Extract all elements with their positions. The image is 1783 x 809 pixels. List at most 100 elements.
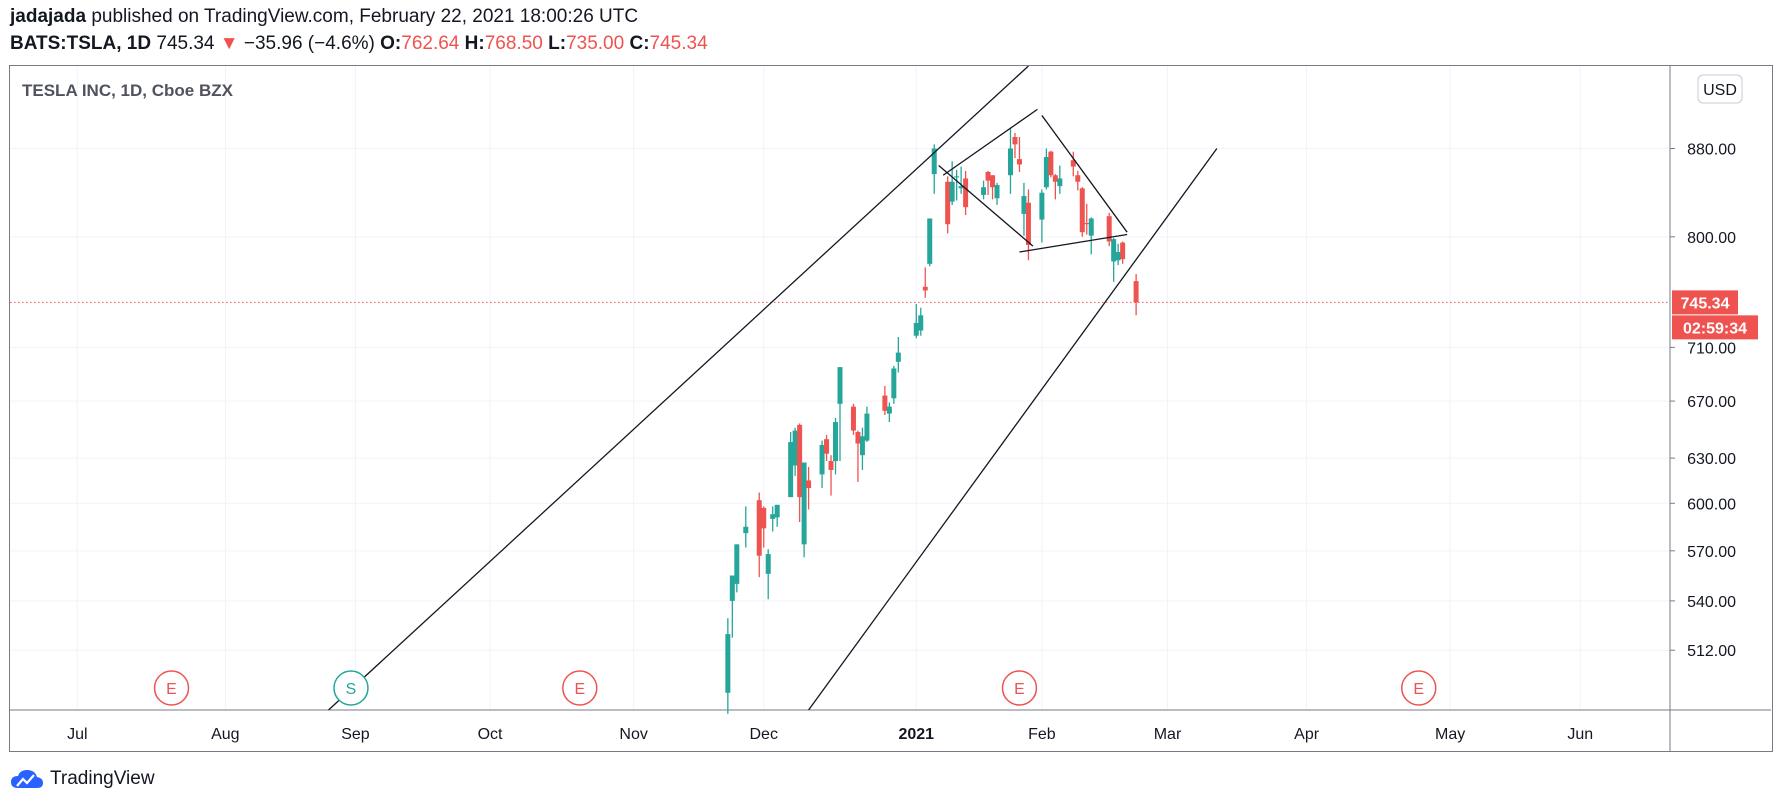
candle-body	[1075, 175, 1081, 182]
triangle-right-line[interactable]	[1041, 115, 1128, 233]
y-tick-label: 570.00	[1687, 544, 1736, 561]
candle-body	[859, 436, 865, 456]
grid	[10, 66, 1670, 710]
high-value: 768.50	[484, 33, 543, 54]
candle-body	[913, 322, 919, 336]
candle-body	[837, 367, 843, 404]
candle	[729, 575, 735, 638]
candle	[1084, 203, 1090, 235]
triangle-left-line[interactable]	[938, 165, 1034, 247]
earnings-event-marker[interactable]: E	[153, 670, 190, 706]
x-tick-label: Apr	[1294, 726, 1320, 743]
candle-body	[819, 444, 825, 475]
candle-body	[864, 413, 870, 441]
candle	[1048, 150, 1054, 178]
triangle-lower-line[interactable]	[1019, 233, 1128, 253]
candle-body	[734, 544, 740, 584]
symbol-label: BATS:TSLA, 1D	[10, 33, 152, 54]
candle-body	[1012, 137, 1018, 145]
candle	[1025, 189, 1031, 261]
candle	[913, 304, 919, 339]
candle	[891, 365, 897, 404]
x-tick-label: Jul	[67, 726, 87, 743]
x-tick-label: Jun	[1567, 726, 1593, 743]
candle-body	[1039, 192, 1045, 220]
close-label: C:	[629, 33, 650, 54]
currency-label: USD	[1703, 82, 1737, 99]
candle-body	[1084, 223, 1090, 225]
tradingview-footer[interactable]: TradingView	[10, 768, 155, 790]
candle-body	[994, 185, 1000, 199]
earnings-event-marker[interactable]: E	[1001, 670, 1038, 706]
candle	[895, 336, 901, 373]
candle	[981, 180, 987, 200]
y-tick-label: 800.00	[1687, 230, 1736, 247]
x-tick-label: Dec	[750, 726, 778, 743]
candle	[1016, 137, 1022, 172]
candle	[882, 385, 888, 416]
candle	[850, 403, 856, 435]
event-circle	[1001, 670, 1038, 706]
candle-body	[958, 186, 964, 189]
candle-body	[774, 504, 780, 518]
last-price-badge-text: 745.34	[1681, 295, 1730, 312]
candle	[743, 506, 749, 548]
candle-body	[1111, 239, 1117, 262]
y-tick-label: 710.00	[1687, 340, 1736, 357]
open-label: O:	[380, 33, 402, 54]
candle	[945, 176, 951, 234]
high-label: H:	[464, 33, 485, 54]
trendlines	[328, 66, 1218, 710]
candle	[859, 427, 865, 470]
candle	[761, 506, 767, 548]
x-tick-label: Mar	[1154, 726, 1182, 743]
brand-name: TradingView	[50, 768, 155, 789]
candle-body	[895, 352, 901, 362]
channel-upper-line[interactable]	[328, 66, 1029, 710]
candle	[819, 440, 825, 488]
event-circle	[562, 670, 598, 706]
candle	[922, 267, 928, 298]
candle-body	[981, 187, 987, 195]
candle-body	[945, 181, 951, 225]
event-circle	[333, 670, 369, 706]
candle	[855, 430, 861, 482]
triangle-upper-line[interactable]	[942, 108, 1038, 176]
candle-body	[1016, 159, 1022, 165]
candle	[1039, 189, 1045, 243]
candle-body	[882, 395, 888, 411]
last-price: 745.34	[156, 33, 215, 54]
split-event-marker[interactable]: S	[333, 670, 369, 706]
countdown-badge	[1672, 315, 1758, 340]
x-tick-label: 2021	[898, 726, 934, 743]
earnings-event-marker[interactable]: E	[562, 670, 598, 706]
y-tick-label: 600.00	[1687, 496, 1736, 513]
event-circle	[1401, 670, 1437, 706]
candle	[1133, 274, 1139, 316]
candle	[954, 169, 960, 201]
currency-button[interactable]: USD	[1697, 74, 1743, 104]
candle-body	[855, 432, 861, 444]
earnings-event-marker[interactable]: E	[1401, 670, 1437, 706]
candle-body	[1088, 218, 1094, 236]
candle	[1052, 174, 1058, 200]
candle-body	[725, 634, 731, 693]
candle-body	[922, 286, 928, 291]
candle-body	[765, 554, 771, 574]
channel-lower-line[interactable]	[808, 148, 1218, 710]
candle	[837, 367, 843, 462]
candle	[1075, 170, 1081, 191]
candle	[927, 218, 933, 267]
author-name[interactable]: jadajada	[10, 6, 87, 27]
low-value: 735.00	[566, 33, 625, 54]
x-tick-label: May	[1435, 726, 1465, 743]
candle-body	[806, 480, 812, 488]
event-circle	[153, 670, 190, 706]
candle-body	[1043, 156, 1049, 188]
candle	[797, 423, 803, 523]
candle-body	[1079, 188, 1085, 233]
candle-body	[891, 368, 897, 399]
candle-body	[792, 430, 798, 466]
candle-body	[850, 406, 856, 431]
